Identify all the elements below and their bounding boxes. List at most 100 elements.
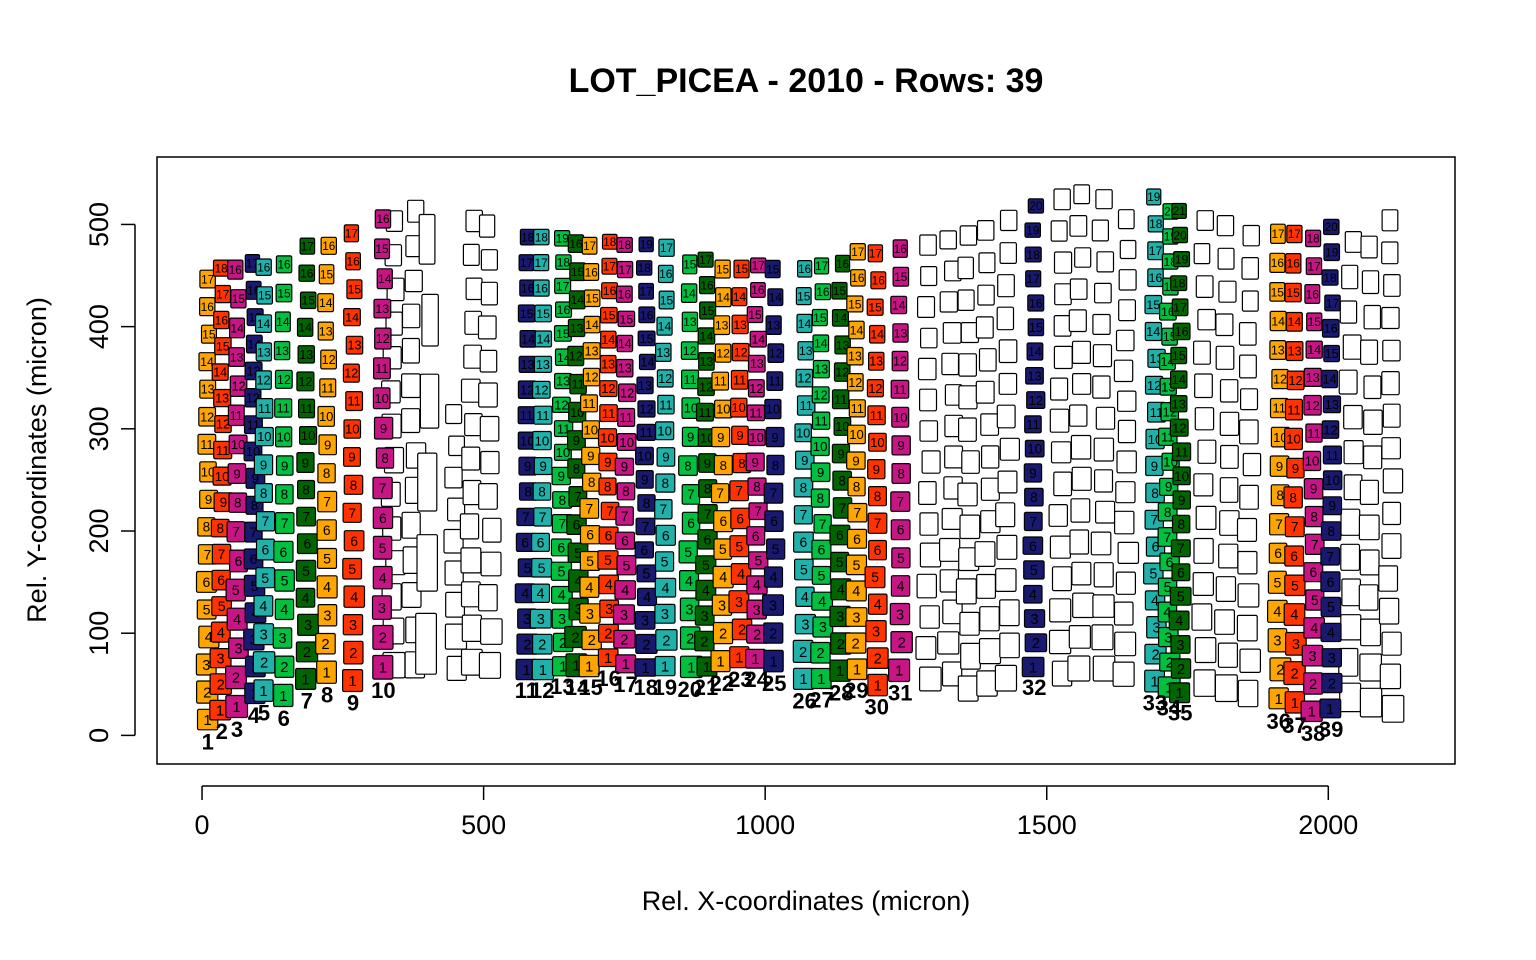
cell-index-label: 15 — [348, 283, 362, 297]
row-cell — [731, 287, 748, 307]
cell-index-label: 8 — [738, 456, 745, 471]
cell-index-label: 4 — [1273, 605, 1281, 621]
cell-index-label: 4 — [558, 588, 566, 604]
cell-index-label: 11 — [834, 392, 847, 407]
cell-index-label: 5 — [1177, 590, 1185, 606]
row-number-label: 2 — [216, 719, 228, 744]
cell-index-label: 16 — [640, 308, 654, 322]
unassigned-cell — [1115, 571, 1137, 595]
row-number-label: 9 — [347, 691, 359, 716]
row-cell — [227, 404, 245, 427]
cell-index-label: 10 — [301, 428, 316, 443]
row-cell — [1026, 391, 1046, 410]
cell-index-label: 16 — [535, 281, 549, 295]
cell-index-label: 4 — [574, 574, 582, 590]
row-cell — [731, 342, 750, 362]
unassigned-cell — [1216, 215, 1235, 237]
unassigned-cell — [1381, 533, 1402, 560]
cell-index-label: 13 — [230, 351, 244, 365]
row-number-label: 15 — [578, 675, 602, 700]
unassigned-cell — [448, 435, 466, 457]
cell-index-label: 2 — [1290, 666, 1298, 682]
cell-index-label: 1 — [853, 662, 861, 679]
cell-index-label: 11 — [1150, 405, 1164, 420]
cell-index-label: 9 — [1029, 466, 1037, 481]
cell-index-label: 16 — [618, 288, 632, 302]
row-cell — [654, 655, 676, 677]
cell-index-label: 3 — [718, 598, 726, 614]
row-cell — [891, 435, 911, 456]
cell-index-label: 8 — [573, 461, 581, 476]
row-cell — [795, 287, 812, 306]
cell-index-label: 13 — [715, 319, 729, 333]
row-cell — [200, 324, 217, 344]
cell-index-label: 13 — [556, 374, 570, 389]
row-cell — [1027, 318, 1045, 337]
cell-index-label: 7 — [1164, 529, 1172, 545]
cell-index-label: 15 — [320, 268, 334, 282]
cell-index-label: 12 — [232, 380, 246, 394]
cell-index-label: 13 — [1027, 369, 1041, 384]
row-cell — [1025, 270, 1042, 288]
unassigned-cell — [975, 380, 995, 404]
cell-index-label: 5 — [735, 538, 743, 554]
cell-index-label: 2 — [1276, 663, 1284, 679]
cell-index-label: 5 — [302, 564, 310, 580]
row-cell — [1284, 631, 1307, 656]
unassigned-cell — [997, 274, 1015, 298]
unassigned-cell — [1242, 452, 1262, 477]
cell-index-label: 7 — [348, 506, 356, 521]
unassigned-cell — [937, 631, 960, 655]
row-cell — [763, 482, 784, 504]
cell-index-label: 1 — [301, 671, 309, 688]
cell-index-label: 4 — [837, 583, 845, 599]
cell-index-label: 4 — [605, 578, 613, 594]
unassigned-cell — [977, 284, 995, 306]
cell-index-label: 3 — [1292, 637, 1300, 653]
cell-index-label: 5 — [604, 553, 612, 569]
cell-index-label: 17 — [1149, 244, 1163, 258]
row-cell — [867, 351, 885, 371]
cell-index-label: 10 — [201, 465, 216, 480]
row-cell — [1146, 188, 1162, 206]
cell-index-label: 2 — [769, 626, 777, 642]
row-cell — [316, 519, 337, 541]
row-cell — [635, 260, 653, 276]
unassigned-cell — [996, 534, 1018, 560]
cell-index-label: 17 — [216, 287, 230, 301]
row-cell — [635, 517, 656, 536]
unassigned-cell — [1343, 404, 1363, 430]
cell-index-label: 8 — [838, 474, 846, 489]
unassigned-cell — [1049, 408, 1070, 433]
unassigned-cell — [1359, 618, 1382, 647]
cell-index-label: 14 — [1271, 314, 1285, 328]
unassigned-cell — [1214, 674, 1238, 703]
row-cell — [1170, 658, 1192, 679]
cell-index-label: 4 — [585, 580, 593, 596]
cell-index-label: 20 — [1325, 221, 1339, 234]
row-cell — [890, 519, 911, 541]
row-cell — [654, 421, 675, 441]
cell-index-label: 12 — [277, 373, 291, 387]
row-cell — [600, 330, 617, 349]
cell-index-label: 14 — [536, 332, 550, 346]
row-cell — [845, 554, 868, 576]
cell-index-label: 5 — [323, 551, 331, 567]
row-cell — [1320, 596, 1342, 618]
cell-index-label: 2 — [719, 626, 727, 642]
cell-index-label: 16 — [816, 285, 830, 299]
row-cell — [256, 286, 273, 305]
cell-index-label: 4 — [719, 570, 727, 586]
unassigned-cell — [1383, 274, 1401, 297]
cell-index-label: 12 — [716, 347, 730, 361]
cell-index-label: 12 — [749, 382, 763, 396]
cell-index-label: 10 — [1305, 454, 1320, 469]
cell-index-label: 8 — [381, 451, 389, 466]
unassigned-cell — [460, 378, 481, 403]
row-cell — [1284, 398, 1303, 421]
cell-index-label: 6 — [1152, 539, 1160, 555]
row-cell — [343, 530, 365, 552]
row-cell — [1283, 427, 1303, 451]
cell-index-label: 5 — [586, 554, 594, 570]
unassigned-cell — [958, 353, 978, 377]
